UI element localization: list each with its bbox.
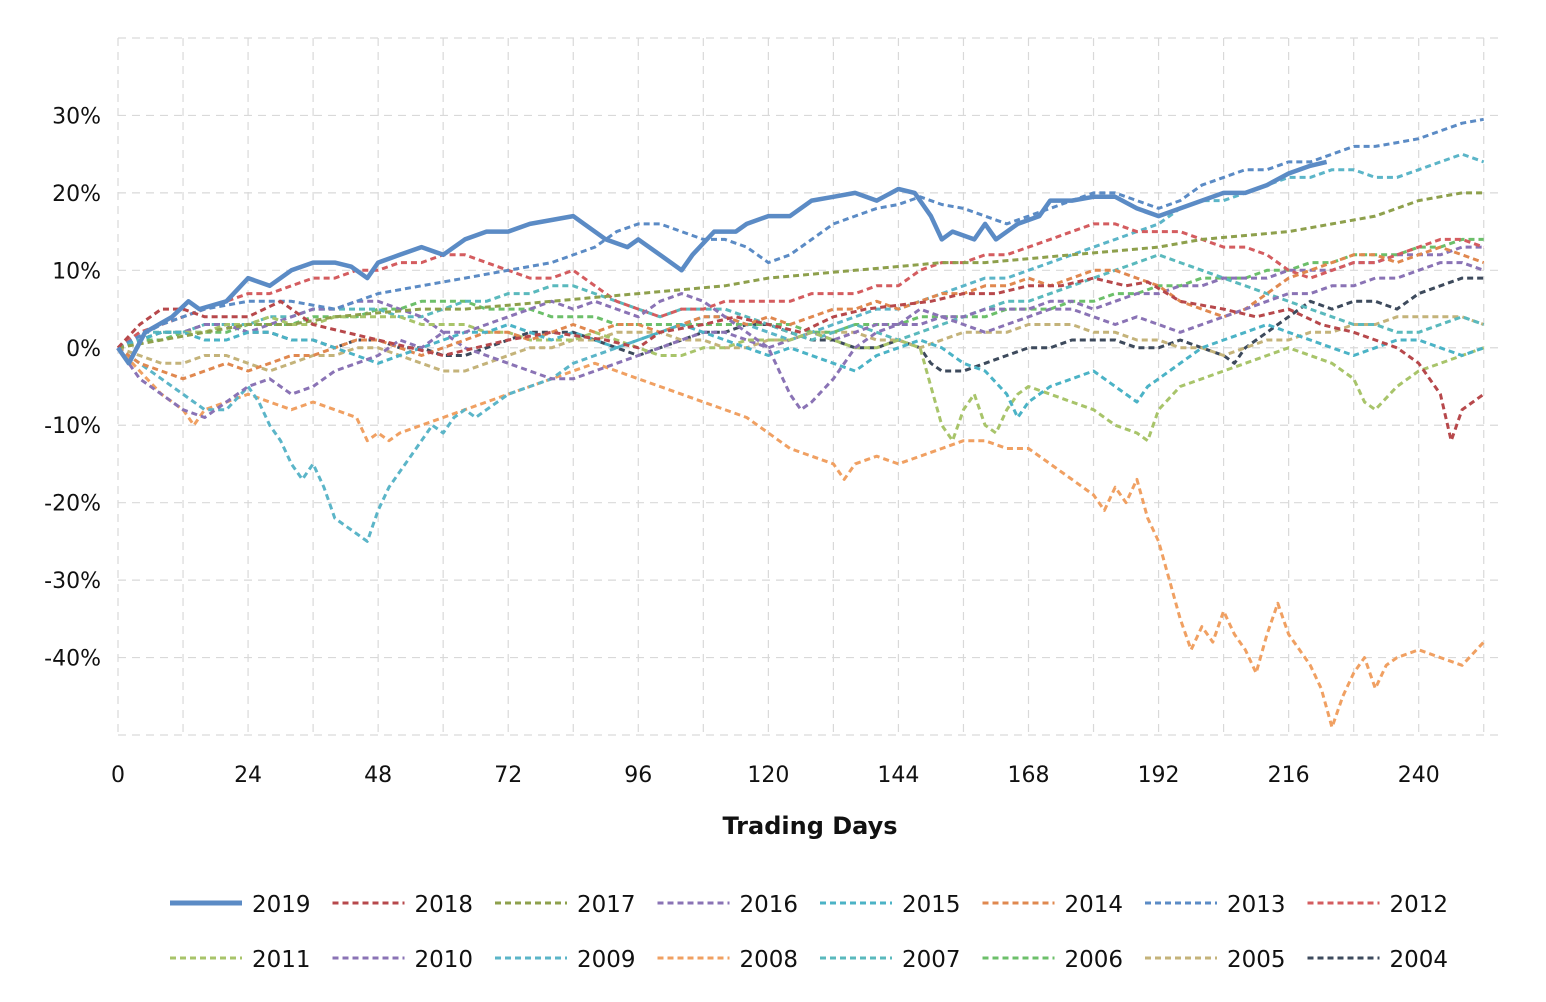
legend-label: 2004: [1390, 947, 1449, 973]
y-tick-label: -40%: [44, 647, 101, 672]
y-tick-label: 20%: [52, 182, 101, 207]
series-line-2016[interactable]: [116, 261, 1485, 419]
legend-item-2017[interactable]: 2017: [495, 892, 636, 918]
series-line-2019[interactable]: [116, 159, 1328, 366]
legend-item-2010[interactable]: 2010: [332, 947, 474, 973]
x-tick-label: 24: [234, 763, 262, 788]
series-line-2007[interactable]: [117, 253, 1485, 350]
legend-label: 2005: [1227, 947, 1286, 973]
legend-item-2011[interactable]: 2011: [170, 947, 311, 973]
legend-item-2006[interactable]: 2006: [982, 947, 1124, 973]
legend-label: 2015: [902, 892, 961, 918]
legend-item-2007[interactable]: 2007: [820, 947, 961, 973]
series-line-2018[interactable]: [116, 276, 1485, 443]
grid: [117, 37, 1500, 736]
series-lines: [116, 117, 1485, 729]
legend-label: 2018: [415, 892, 474, 918]
y-tick-label: 0%: [66, 337, 101, 362]
legend-label: 2011: [252, 947, 311, 973]
legend-item-2015[interactable]: 2015: [820, 892, 961, 918]
y-tick-label: 10%: [52, 259, 101, 284]
series-line-2013[interactable]: [117, 117, 1484, 350]
legend-label: 2010: [415, 947, 474, 973]
y-tick-label: 30%: [52, 104, 101, 129]
legend-item-2013[interactable]: 2013: [1145, 892, 1286, 918]
series-line-2017[interactable]: [117, 191, 1484, 350]
legend-label: 2014: [1065, 892, 1124, 918]
x-axis-ticks: 0 24 48 72 96 120 144 168 192 216 240: [111, 763, 1440, 788]
series-line-2015[interactable]: [117, 323, 1485, 419]
legend-item-2019[interactable]: 2019: [170, 892, 311, 918]
x-tick-label: 48: [364, 763, 392, 788]
legend-label: 2008: [740, 947, 799, 973]
x-tick-label: 0: [111, 763, 125, 788]
x-tick-label: 240: [1398, 763, 1440, 788]
legend-label: 2012: [1390, 892, 1449, 918]
y-tick-label: -10%: [44, 414, 101, 439]
series-line-2008[interactable]: [116, 346, 1485, 729]
y-tick-label: -30%: [44, 569, 101, 594]
legend-label: 2016: [740, 892, 799, 918]
legend-item-2005[interactable]: 2005: [1145, 947, 1286, 973]
legend-item-2014[interactable]: 2014: [982, 892, 1124, 918]
legend-item-2004[interactable]: 2004: [1307, 947, 1449, 973]
y-axis-ticks: 30% 20% 10% 0% -10% -20% -30% -40%: [44, 104, 101, 671]
legend-label: 2017: [577, 892, 636, 918]
legend-item-2012[interactable]: 2012: [1307, 892, 1449, 918]
y-tick-label: -20%: [44, 492, 101, 517]
legend-item-2008[interactable]: 2008: [657, 947, 799, 973]
legend-label: 2006: [1065, 947, 1124, 973]
legend-label: 2013: [1227, 892, 1286, 918]
legend-item-2009[interactable]: 2009: [495, 947, 636, 973]
x-axis-title: Trading Days: [722, 812, 897, 840]
legend-label: 2009: [577, 947, 636, 973]
legend-label: 2019: [252, 892, 311, 918]
series-line-2014[interactable]: [117, 245, 1485, 381]
series-line-2011[interactable]: [117, 315, 1485, 443]
x-tick-label: 168: [1007, 763, 1049, 788]
series-line-2009[interactable]: [117, 152, 1485, 543]
series-line-2012[interactable]: [117, 222, 1485, 350]
legend-label: 2007: [902, 947, 961, 973]
x-tick-label: 192: [1138, 763, 1180, 788]
legend-item-2016[interactable]: 2016: [657, 892, 799, 918]
series-line-2004[interactable]: [117, 276, 1484, 373]
x-tick-label: 96: [624, 763, 652, 788]
x-tick-label: 144: [877, 763, 919, 788]
x-tick-label: 216: [1268, 763, 1310, 788]
legend: 2019 2018 2017 2016 2015 2014 2013 2012 2011 2010…: [170, 892, 1448, 973]
x-tick-label: 120: [747, 763, 789, 788]
x-tick-label: 72: [494, 763, 522, 788]
legend-item-2018[interactable]: 2018: [332, 892, 474, 918]
